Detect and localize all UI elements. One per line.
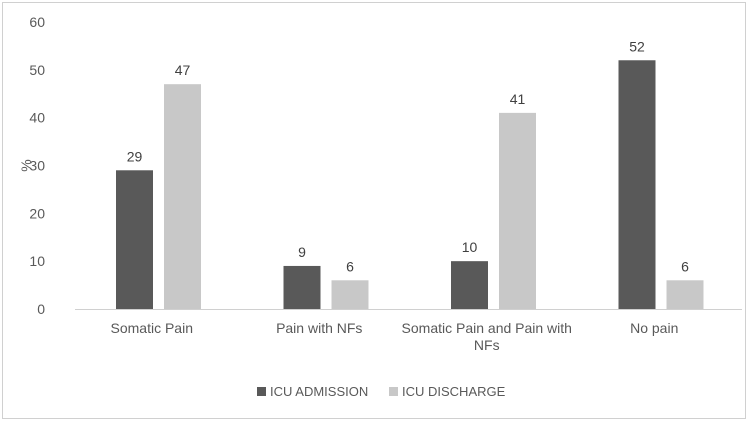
data-label: 9 [298, 244, 306, 260]
y-tick-label: 0 [37, 301, 45, 317]
bar [666, 280, 704, 309]
bar [451, 261, 488, 309]
legend-label: ICU ADMISSION [270, 384, 368, 399]
data-label: 52 [629, 38, 645, 54]
bar [331, 280, 369, 309]
y-axis: 0 10 20 30 40 50 60 [29, 14, 45, 317]
category-label: Somatic Pain [111, 320, 193, 336]
x-axis-labels: Somatic Pain Pain with NFs Somatic Pain an… [111, 320, 679, 353]
y-tick-label: 60 [29, 14, 45, 30]
category-label: Somatic Pain and Pain with NFs [402, 320, 572, 353]
bar [283, 265, 321, 309]
data-label: 10 [462, 239, 478, 255]
data-label: 6 [681, 258, 689, 274]
data-label: 6 [346, 258, 354, 274]
y-tick-label: 30 [29, 158, 45, 174]
legend: ICU ADMISSION ICU DISCHARGE [257, 384, 506, 399]
bar [116, 170, 153, 309]
category-label: No pain [630, 320, 678, 336]
y-axis-title: % [18, 159, 34, 171]
legend-label: ICU DISCHARGE [402, 384, 506, 399]
data-label: 41 [510, 91, 526, 107]
data-label: 47 [175, 62, 191, 78]
legend-swatch [257, 387, 266, 396]
y-tick-label: 10 [29, 253, 45, 269]
y-tick-label: 20 [29, 205, 45, 221]
bar [618, 60, 656, 310]
y-tick-label: 40 [29, 110, 45, 126]
bar [164, 84, 201, 309]
y-tick-label: 50 [29, 62, 45, 78]
legend-swatch [389, 387, 398, 396]
data-label: 29 [127, 148, 143, 164]
category-label: Pain with NFs [276, 320, 362, 336]
bars: 29 47 9 6 10 41 52 6 [116, 38, 704, 310]
bar [499, 112, 536, 309]
